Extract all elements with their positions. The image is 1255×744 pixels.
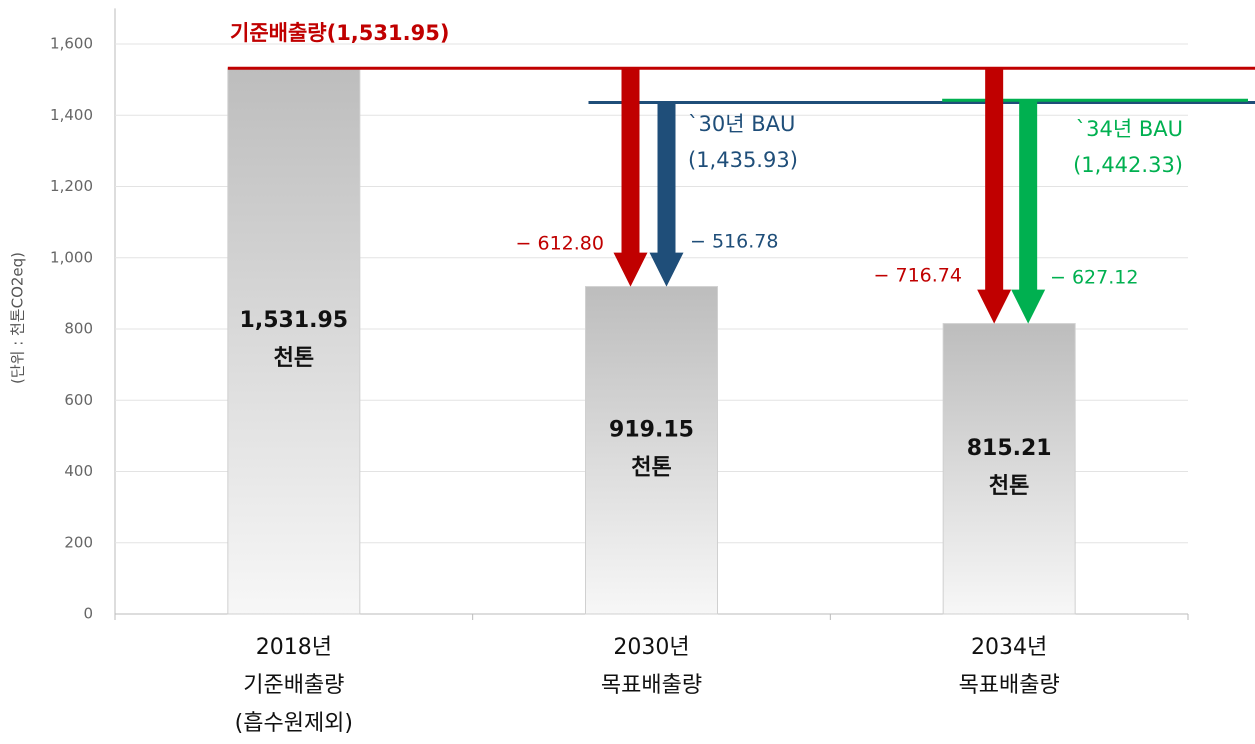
reduction-arrow [1011,100,1046,324]
y-tick-label: 600 [64,391,93,409]
value-label: 919.15 [609,417,694,442]
y-tick-label: 400 [64,462,93,480]
reduction-label: − 516.78 [690,231,778,253]
reference-label: 기준배출량(1,531.95) [230,21,449,45]
reduction-arrow [613,68,648,287]
y-tick-label: 1,000 [50,248,93,266]
value-unit: 천톤 [274,346,314,371]
value-label: 815.21 [967,436,1052,461]
x-tick-label: 기준배출량 [243,673,344,698]
bar [227,67,361,615]
y-tick-label: 200 [64,533,93,551]
x-tick-label: (흡수원제외) [235,711,353,736]
y-axis-label: (단위 : 천톤CO2eq) [9,252,27,384]
value-label: 1,531.95 [240,308,349,333]
x-tick-label: 목표배출량 [959,673,1060,698]
y-tick-label: 1,200 [50,177,93,195]
bar [585,286,718,615]
reference-label: `34년 BAU [1076,117,1183,141]
reference-label: `30년 BAU [688,112,795,136]
x-tick-label: 2030년 [613,635,689,660]
reduction-label: − 716.74 [874,265,962,287]
bar [942,323,1076,615]
y-tick-label: 800 [64,320,93,338]
x-tick-label: 목표배출량 [601,673,702,698]
value-unit: 천톤 [989,474,1029,499]
y-tick-label: 0 [83,605,93,623]
reduction-arrow [649,102,684,287]
y-tick-label: 1,400 [50,106,93,124]
value-unit: 천톤 [631,455,671,480]
x-tick-label: 2018년 [256,635,332,660]
reference-label: (1,442.33) [1073,153,1183,177]
x-tick-label: 2034년 [971,635,1047,660]
reference-label: (1,435.93) [688,148,798,172]
reduction-label: − 627.12 [1050,267,1138,289]
reduction-label: − 612.80 [516,233,604,255]
reduction-arrow [977,68,1012,324]
y-tick-label: 1,600 [50,35,93,53]
